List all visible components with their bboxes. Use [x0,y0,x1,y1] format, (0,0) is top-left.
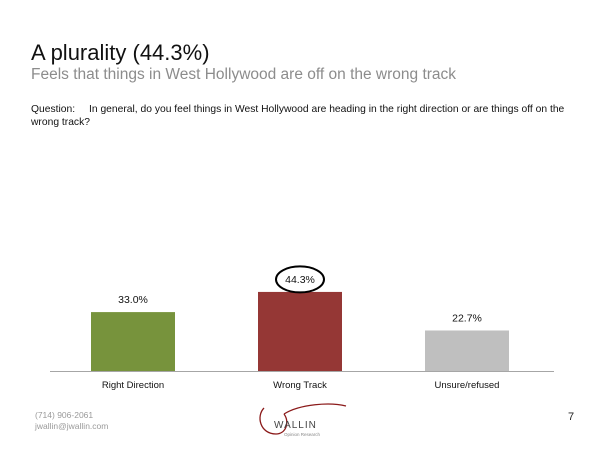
logo-swash-icon [259,403,347,435]
question-block: Question: In general, do you feel things … [31,103,571,129]
data-label: 33.0% [118,294,148,306]
page-subtitle: Feels that things in West Hollywood are … [31,66,457,83]
x-tick-label: Unsure/refused [435,380,500,391]
x-tick-label: Right Direction [102,380,164,391]
logo-subtext: Opinion Research [284,432,321,437]
x-tick-label: Wrong Track [273,380,327,391]
bar-unsure-refused [425,330,509,371]
footer-email: jwallin@jwallin.com [35,421,109,431]
footer-phone: (714) 906-2061 [35,410,94,420]
question-text: In general, do you feel things in West H… [31,104,565,128]
data-label: 44.3% [285,274,315,286]
question-label: Question: [31,104,76,115]
bar-right-direction [91,312,175,371]
page-number: 7 [568,411,575,423]
logo-text: WALLIN [274,420,317,431]
bar-wrong-track [258,291,342,371]
wallin-logo: WALLIN Opinion Research [259,403,347,437]
page-title: A plurality (44.3%) [31,40,210,65]
footer-contact: (714) 906-2061 jwallin@jwallin.com [35,410,108,432]
highlight-circle [275,265,325,294]
data-label: 22.7% [452,312,482,324]
